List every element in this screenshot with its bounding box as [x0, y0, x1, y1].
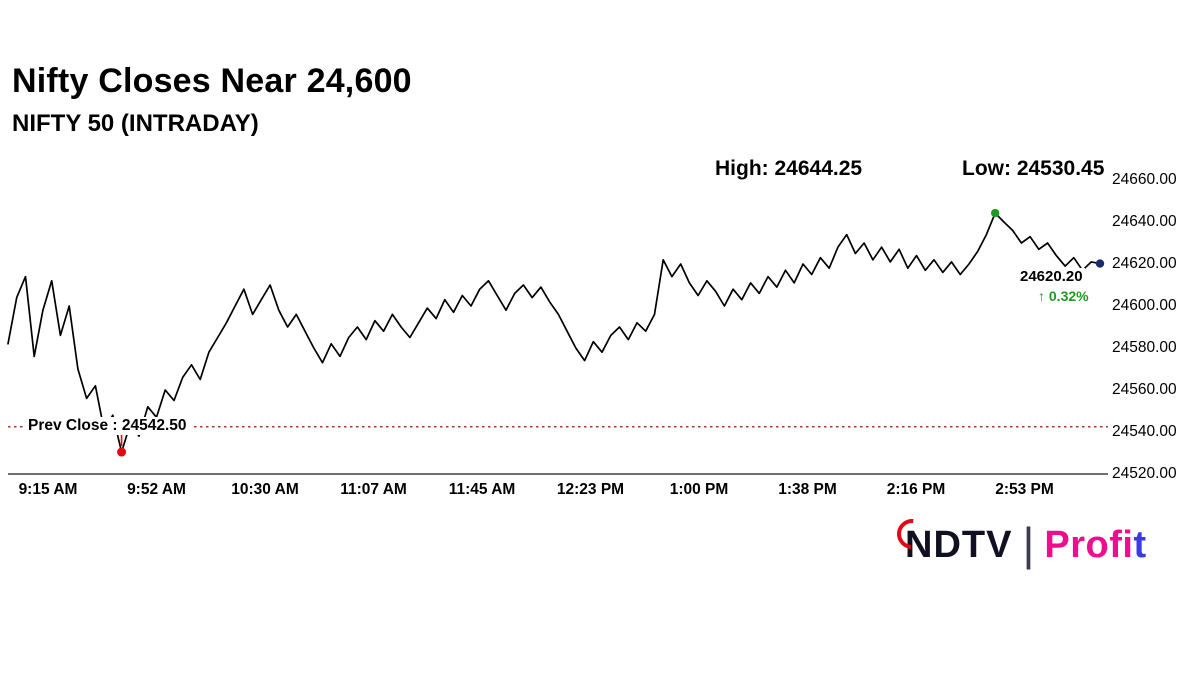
x-axis-label: 9:52 AM — [127, 481, 186, 498]
price-line — [7, 212, 1101, 453]
y-axis-label: 24640.00 — [1112, 213, 1177, 230]
ndtv-profit-logo: NDTV | Profit — [905, 517, 1147, 570]
high-value: 24644.25 — [774, 157, 863, 180]
y-axis-label: 24660.00 — [1112, 171, 1177, 188]
x-axis-label: 9:15 AM — [18, 481, 78, 498]
x-axis-label: 12:23 PM — [556, 481, 625, 498]
y-axis-label: 24560.00 — [1112, 381, 1177, 398]
chart-subtitle: NIFTY 50 (INTRADAY) — [12, 110, 259, 137]
ndtv-logo-text: NDTV — [905, 524, 1013, 566]
y-axis-label: 24520.00 — [1112, 465, 1177, 482]
high-label: High: — [715, 157, 769, 180]
x-axis-label: 1:38 PM — [778, 481, 837, 498]
logo-separator: | — [1022, 517, 1035, 570]
y-axis-label: 24540.00 — [1112, 423, 1177, 440]
low-value-readout: Low: 24530.45 — [962, 157, 1104, 181]
last-change-label: ↑ 0.32% — [1038, 287, 1089, 304]
low-value: 24530.45 — [1016, 157, 1105, 180]
high-value-readout: High: 24644.25 — [715, 157, 862, 181]
last-price-label: 24620.20 — [1018, 267, 1085, 286]
x-axis-label: 11:45 AM — [448, 481, 516, 498]
intraday-line-chart — [7, 208, 1108, 475]
low-dot — [117, 447, 127, 457]
y-axis-label: 24600.00 — [1112, 297, 1177, 314]
last-price-dot — [1095, 259, 1105, 268]
y-axis-label: 24580.00 — [1112, 339, 1177, 356]
y-axis-label: 24620.00 — [1112, 255, 1177, 272]
page-title: Nifty Closes Near 24,600 — [12, 62, 412, 100]
x-axis-label: 10:30 AM — [231, 481, 299, 498]
high-dot — [990, 208, 1000, 218]
x-axis-label: 1:00 PM — [669, 481, 729, 498]
x-axis-label: 2:16 PM — [886, 481, 946, 498]
x-axis-label: 11:07 AM — [340, 481, 407, 498]
profit-logo-text: Profit — [1044, 524, 1147, 566]
x-axis-label: 2:53 PM — [995, 481, 1054, 498]
low-label: Low: — [962, 157, 1011, 180]
profit-logo-t: t — [1133, 524, 1147, 566]
prev-close-label: Prev Close : 24542.50 — [24, 416, 191, 435]
